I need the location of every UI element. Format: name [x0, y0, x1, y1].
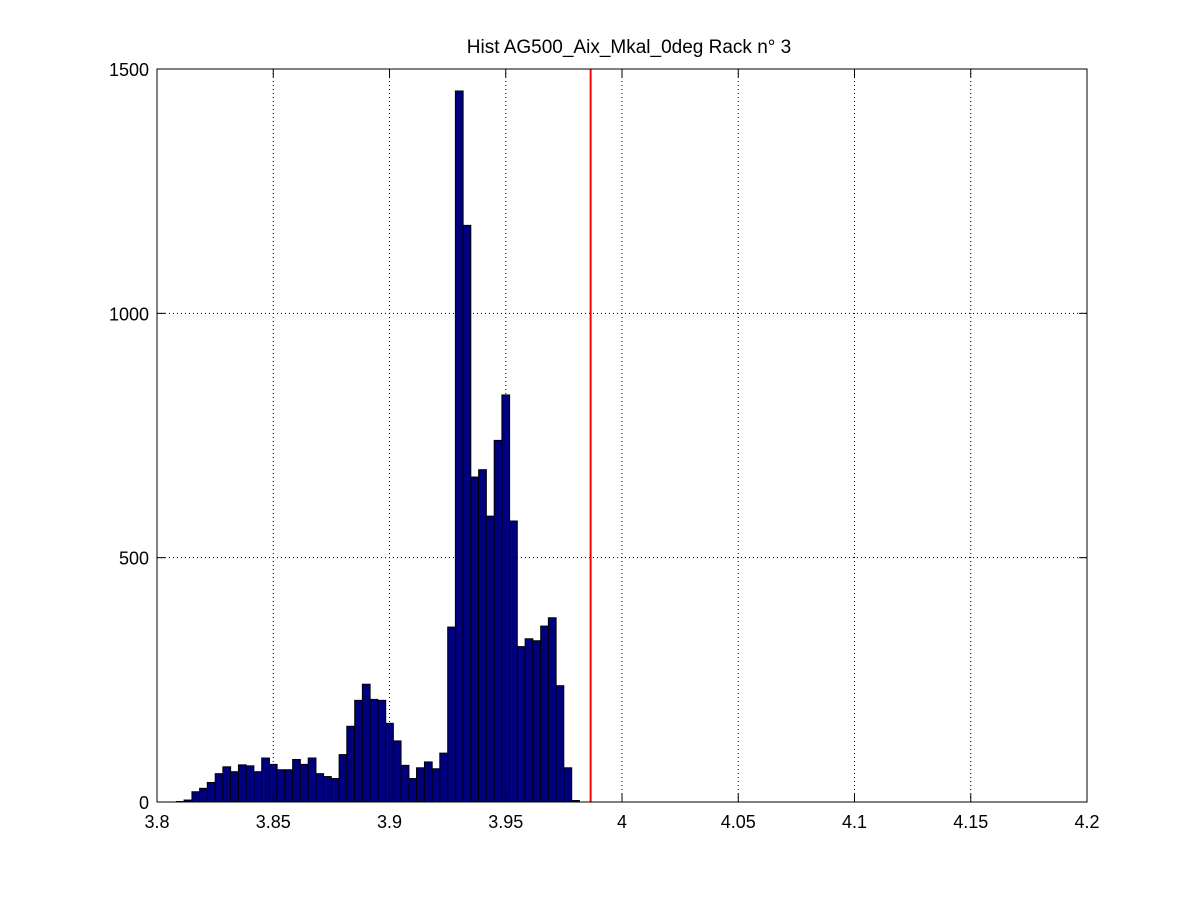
- x-tick-label: 4.2: [1074, 812, 1099, 832]
- histogram-bar: [199, 787, 208, 803]
- y-tick-label: 1500: [109, 60, 149, 80]
- histogram-bar: [222, 766, 232, 803]
- x-tick-label: 3.8: [144, 812, 169, 832]
- histogram-bar: [501, 394, 511, 803]
- axes-box: [156, 68, 1088, 803]
- y-tick-label: 0: [139, 793, 149, 813]
- histogram-bar: [191, 791, 201, 803]
- histogram-bar: [338, 754, 348, 803]
- x-tick-label: 4.05: [721, 812, 756, 832]
- histogram-bar: [284, 769, 294, 803]
- histogram-bar: [485, 515, 495, 803]
- histogram-bar: [439, 752, 449, 803]
- histogram-bar: [547, 617, 557, 803]
- histogram-bar: [237, 764, 247, 803]
- histogram-bar: [369, 698, 379, 803]
- x-tick-label: 3.95: [488, 812, 523, 832]
- histogram-bar: [276, 769, 286, 803]
- x-tick-labels: 3.8 3.85 3.9 3.95 4 4.05 4.1 4.15 4.2: [144, 812, 1099, 832]
- histogram-bar: [299, 763, 309, 803]
- histogram-bar: [532, 640, 542, 803]
- histogram-bar: [206, 781, 216, 803]
- histogram-bar: [292, 758, 301, 803]
- axis-ticks: [156, 68, 1088, 803]
- histogram-bar: [478, 469, 487, 803]
- histogram-bar: [214, 773, 224, 803]
- y-tick-labels: 0 500 1000 1500: [109, 60, 149, 813]
- y-tick-label: 500: [119, 549, 149, 569]
- histogram-bar: [493, 439, 503, 803]
- histogram-bar: [315, 773, 325, 803]
- x-tick-label: 4.15: [953, 812, 988, 832]
- histogram-bar: [563, 767, 573, 803]
- x-tick-label: 3.85: [256, 812, 291, 832]
- histogram-bar: [261, 757, 270, 803]
- histogram-bar: [400, 764, 410, 803]
- histogram-bar: [540, 625, 549, 803]
- histogram-bar: [385, 722, 394, 803]
- histogram-bar: [524, 638, 534, 803]
- histogram-bar: [416, 767, 425, 803]
- histogram-bar: [555, 685, 565, 803]
- histogram-bar: [230, 771, 239, 803]
- histogram-bar: [408, 778, 418, 803]
- histogram-bar: [245, 765, 255, 803]
- x-tick-label: 4.1: [842, 812, 867, 832]
- grid-lines: [157, 69, 1087, 802]
- histogram-bar: [346, 725, 356, 803]
- histogram-bar: [423, 761, 433, 803]
- x-tick-label: 4: [617, 812, 627, 832]
- histogram-bar: [354, 699, 363, 803]
- histogram-bar: [392, 740, 402, 803]
- histogram-bar: [253, 771, 263, 803]
- chart-title: Hist AG500_Aix_Mkal_0deg Rack n° 3: [467, 37, 791, 58]
- histogram-bar: [509, 520, 518, 803]
- histogram-bar: [377, 699, 387, 803]
- histogram-bar: [361, 683, 371, 803]
- histogram-bar: [330, 778, 340, 803]
- histogram-bar: [454, 90, 464, 803]
- histogram-bar: [323, 776, 332, 803]
- histogram-bar: [462, 224, 472, 803]
- histogram-bar: [470, 476, 480, 803]
- histogram-bars: [175, 90, 580, 803]
- x-tick-label: 3.9: [377, 812, 402, 832]
- y-tick-label: 1000: [109, 304, 149, 324]
- histogram-bar: [307, 757, 317, 803]
- histogram-bar: [516, 646, 526, 803]
- histogram-bar: [447, 626, 456, 803]
- histogram-bar: [431, 768, 441, 803]
